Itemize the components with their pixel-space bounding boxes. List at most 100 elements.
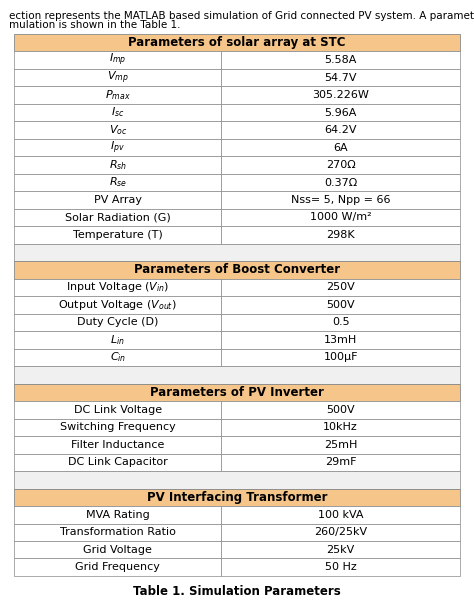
Bar [221,331,460,348]
Text: 10kHz: 10kHz [323,422,358,433]
Bar [14,366,460,384]
Text: Switching Frequency: Switching Frequency [60,422,176,433]
Text: 100 kVA: 100 kVA [318,510,364,520]
Text: 500V: 500V [326,405,355,415]
Text: 25kV: 25kV [327,544,355,555]
Text: 100μF: 100μF [323,352,358,362]
Text: 500V: 500V [326,300,355,310]
Text: PV Array: PV Array [94,195,142,205]
Text: 50 Hz: 50 Hz [325,562,356,572]
Text: Nss= 5, Npp = 66: Nss= 5, Npp = 66 [291,195,391,205]
Bar [14,419,221,436]
Bar [14,122,221,139]
Text: $R_{se}$: $R_{se}$ [109,175,127,189]
Bar [14,488,460,506]
Bar [14,523,221,541]
Bar [221,436,460,454]
Text: 298K: 298K [326,230,355,240]
Bar [14,226,221,244]
Text: Solar Radiation (G): Solar Radiation (G) [65,212,171,223]
Text: 270Ω: 270Ω [326,160,356,170]
Bar [221,104,460,122]
Text: $P_{max}$: $P_{max}$ [105,88,131,102]
Bar [14,104,221,122]
Text: Table 1. Simulation Parameters: Table 1. Simulation Parameters [133,585,341,598]
Bar [14,191,221,209]
Bar [14,541,221,558]
Text: Parameters of PV Inverter: Parameters of PV Inverter [150,386,324,399]
Bar [14,558,221,576]
Bar [221,313,460,331]
Bar [221,191,460,209]
Text: PV Interfacing Transformer: PV Interfacing Transformer [147,491,327,504]
Bar [14,471,460,488]
Bar [14,384,460,401]
Bar [221,523,460,541]
Bar [14,139,221,156]
Bar [14,174,221,191]
Bar [221,69,460,87]
Text: 25mH: 25mH [324,440,357,450]
Text: $V_{oc}$: $V_{oc}$ [109,123,127,137]
Bar [221,156,460,174]
Text: 29mF: 29mF [325,457,356,467]
Text: 1000 W/m²: 1000 W/m² [310,212,372,223]
Text: Transformation Ratio: Transformation Ratio [60,527,176,537]
Bar [221,139,460,156]
Text: 305.226W: 305.226W [312,90,369,100]
Text: 0.5: 0.5 [332,318,349,327]
Text: DC Link Capacitor: DC Link Capacitor [68,457,168,467]
Text: 13mH: 13mH [324,335,357,345]
Text: $C_{in}$: $C_{in}$ [109,350,126,364]
Text: DC Link Voltage: DC Link Voltage [74,405,162,415]
Bar [221,296,460,313]
Bar [14,261,460,279]
Bar [14,436,221,454]
Text: ection represents the MATLAB based simulation of Grid connected PV system. A par: ection represents the MATLAB based simul… [9,11,474,21]
Bar [14,87,221,104]
Text: Input Voltage ($V_{in}$): Input Voltage ($V_{in}$) [66,281,169,295]
Bar [221,51,460,69]
Bar [14,454,221,471]
Bar [221,558,460,576]
Bar [221,226,460,244]
Text: MVA Rating: MVA Rating [86,510,150,520]
Text: 260/25kV: 260/25kV [314,527,367,537]
Text: 54.7V: 54.7V [324,73,357,83]
Text: $V_{mp}$: $V_{mp}$ [107,70,129,86]
Text: Parameters of solar array at STC: Parameters of solar array at STC [128,36,346,49]
Bar [221,419,460,436]
Text: Grid Voltage: Grid Voltage [83,544,152,555]
Text: Duty Cycle (D): Duty Cycle (D) [77,318,158,327]
Bar [14,34,460,51]
Text: 6A: 6A [333,143,348,152]
Bar [14,296,221,313]
Bar [14,313,221,331]
Bar [14,69,221,87]
Bar [221,279,460,296]
Text: mulation is shown in the Table 1.: mulation is shown in the Table 1. [9,21,181,30]
Text: 64.2V: 64.2V [324,125,357,135]
Bar [221,87,460,104]
Bar [221,541,460,558]
Text: 5.58A: 5.58A [324,55,357,65]
Bar [14,279,221,296]
Bar [221,209,460,226]
Text: Temperature (T): Temperature (T) [73,230,163,240]
Bar [221,454,460,471]
Bar [221,506,460,523]
Bar [221,348,460,366]
Text: $R_{sh}$: $R_{sh}$ [109,158,127,172]
Bar [221,122,460,139]
Text: Filter Inductance: Filter Inductance [71,440,164,450]
Bar [14,209,221,226]
Bar [14,401,221,419]
Text: Output Voltage ($V_{out}$): Output Voltage ($V_{out}$) [58,298,177,312]
Text: $I_{pv}$: $I_{pv}$ [110,139,125,155]
Text: Grid Frequency: Grid Frequency [75,562,160,572]
Bar [14,348,221,366]
Text: $L_{in}$: $L_{in}$ [110,333,125,347]
Bar [14,51,221,69]
Bar [14,156,221,174]
Bar [14,506,221,523]
